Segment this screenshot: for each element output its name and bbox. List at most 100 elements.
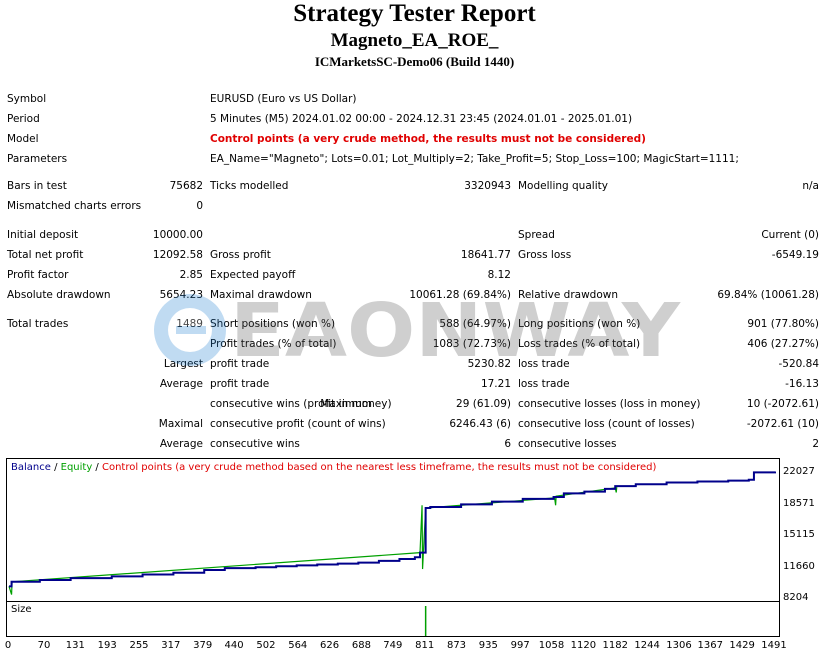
max-cons-wins-value: 29 (61.09) [456, 398, 511, 410]
average-profit-label: profit trade [210, 378, 270, 390]
total-net-profit-label: Total net profit [7, 249, 84, 261]
size-chart: Size [6, 601, 780, 637]
spread-value: Current (0) [761, 229, 819, 241]
balance-chart: Balance / Equity / Control points (a ver… [6, 458, 780, 603]
profit-trades-value: 1083 (72.73%) [432, 338, 511, 350]
model-label: Model [7, 133, 39, 145]
legend-note: Control points (a very crude method base… [101, 462, 657, 473]
mismatched-value: 0 [196, 200, 203, 212]
modelling-quality-value: n/a [802, 180, 819, 192]
gross-loss-value: -6549.19 [771, 249, 819, 261]
legend-separator: / [50, 462, 61, 473]
parameters-label: Parameters [7, 153, 68, 165]
period-value: 5 Minutes (M5) 2024.01.02 00:00 - 2024.1… [210, 113, 633, 125]
maximal-cons-loss-label: consecutive loss (count of losses) [518, 418, 695, 430]
x-tick-label: 1244 [634, 640, 660, 651]
average2-label: Average [159, 438, 203, 450]
x-tick-label: 873 [446, 640, 467, 651]
x-tick-label: 1306 [666, 640, 692, 651]
x-tick-label: 688 [351, 640, 371, 651]
relative-drawdown-label: Relative drawdown [518, 289, 619, 301]
x-tick-label: 70 [37, 640, 51, 651]
account-info: ICMarketsSC-Demo06 (Build 1440) [314, 54, 515, 69]
x-tick-label: 749 [383, 640, 403, 651]
parameters-value: EA_Name="Magneto"; Lots=0.01; Lot_Multip… [210, 153, 739, 165]
y-tick-label: 15115 [783, 529, 815, 540]
long-positions-value: 901 (77.80%) [747, 318, 819, 330]
spread-label: Spread [518, 229, 555, 241]
total-trades-label: Total trades [7, 318, 69, 330]
maximum-label: Maximum [320, 398, 372, 410]
x-tick-label: 935 [478, 640, 498, 651]
balance-series-line [9, 471, 776, 588]
avg-cons-losses-value: 2 [812, 438, 819, 450]
long-positions-label: Long positions (won %) [518, 318, 641, 330]
x-tick-label: 997 [510, 640, 530, 651]
balance-plot [8, 471, 776, 595]
x-tick-label: 379 [193, 640, 213, 651]
x-tick-label: 1182 [602, 640, 628, 651]
avg-cons-wins-value: 6 [504, 438, 511, 450]
ea-name: Magneto_EA_ROE_ [330, 30, 499, 51]
symbol-label: Symbol [7, 93, 47, 105]
maximal-label: Maximal [158, 418, 203, 430]
bars-in-test-label: Bars in test [7, 180, 67, 192]
x-tick-label: 1367 [697, 640, 724, 651]
period-label: Period [7, 113, 40, 125]
x-tick-label: 1429 [729, 640, 755, 651]
x-tick-label: 131 [65, 640, 85, 651]
initial-deposit-label: Initial deposit [7, 229, 79, 241]
x-tick-label: 564 [288, 640, 308, 651]
short-positions-label: Short positions (won %) [210, 318, 336, 330]
gross-profit-value: 18641.77 [460, 249, 511, 261]
x-tick-label: 0 [4, 640, 12, 651]
loss-trades-value: 406 (27.27%) [747, 338, 819, 350]
profit-trades-label: Profit trades (% of total) [210, 338, 337, 350]
expected-payoff-label: Expected payoff [210, 269, 296, 281]
modelling-quality-label: Modelling quality [518, 180, 608, 192]
x-tick-label: 193 [97, 640, 117, 651]
x-tick-label: 317 [161, 640, 181, 651]
gross-profit-label: Gross profit [210, 249, 271, 261]
x-tick-label: 255 [129, 640, 149, 651]
report-title: Strategy Tester Report [293, 0, 536, 27]
ticks-modelled-value: 3320943 [464, 180, 511, 192]
short-positions-value: 588 (64.97%) [439, 318, 511, 330]
max-cons-losses-label: consecutive losses (loss in money) [518, 398, 701, 410]
largest-loss-label: loss trade [518, 358, 570, 370]
legend-balance: Balance [11, 462, 51, 473]
average-loss-label: loss trade [518, 378, 570, 390]
maximal-cons-loss-value: -2072.61 (10) [746, 418, 819, 430]
y-tick-label: 8204 [783, 592, 809, 603]
legend-separator: / [92, 462, 102, 473]
relative-drawdown-value: 69.84% (10061.28) [717, 289, 819, 301]
initial-deposit-value: 10000.00 [152, 229, 203, 241]
maximal-cons-profit-label: consecutive profit (count of wins) [210, 418, 386, 430]
y-tick-label: 18571 [783, 497, 815, 509]
loss-trades-label: Loss trades (% of total) [518, 338, 641, 350]
maximal-drawdown-label: Maximal drawdown [210, 289, 312, 301]
x-tick-label: 1058 [538, 640, 565, 651]
largest-profit-value: 5230.82 [467, 358, 511, 370]
expected-payoff-value: 8.12 [487, 269, 511, 281]
largest-loss-value: -520.84 [778, 358, 819, 370]
maximal-cons-profit-value: 6246.43 (6) [449, 418, 511, 430]
bars-in-test-value: 75682 [169, 180, 203, 192]
x-tick-label: 1491 [761, 640, 787, 651]
x-tick-label: 502 [256, 640, 276, 651]
profit-factor-label: Profit factor [7, 269, 69, 281]
average-loss-value: -16.13 [785, 378, 819, 390]
x-tick-label: 626 [320, 640, 340, 651]
legend-equity: Equity [60, 462, 93, 473]
model-value: Control points (a very crude method, the… [210, 133, 646, 145]
size-label: Size [11, 604, 32, 615]
total-net-profit-value: 12092.58 [152, 249, 203, 261]
maximal-drawdown-value: 10061.28 (69.84%) [409, 289, 511, 301]
avg-cons-losses-label: consecutive losses [518, 438, 617, 450]
x-tick-label: 1120 [570, 640, 597, 651]
max-cons-losses-value: 10 (-2072.61) [746, 398, 819, 410]
absolute-drawdown-label: Absolute drawdown [7, 289, 111, 301]
average-label: Average [159, 378, 203, 390]
y-tick-label: 11660 [783, 560, 815, 572]
symbol-value: EURUSD (Euro vs US Dollar) [210, 93, 357, 105]
